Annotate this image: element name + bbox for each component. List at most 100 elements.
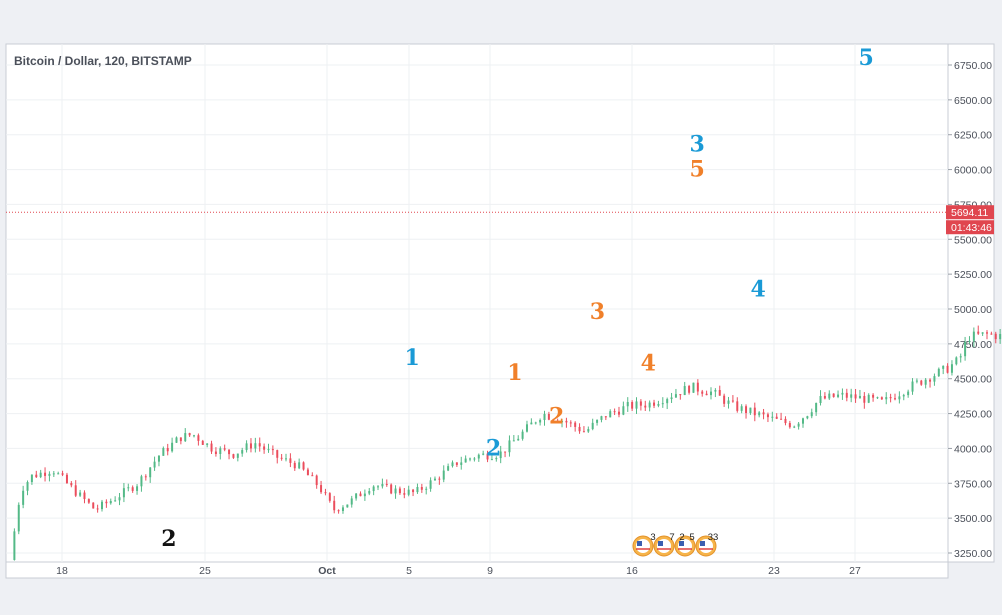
candle-body bbox=[933, 376, 936, 382]
candle-body bbox=[977, 331, 980, 334]
candle-body bbox=[876, 397, 879, 399]
candle-body bbox=[26, 482, 29, 491]
economic-event-badge[interactable] bbox=[632, 535, 654, 557]
candle-body bbox=[438, 478, 441, 480]
candle-body bbox=[346, 504, 349, 508]
candle-body bbox=[631, 402, 634, 409]
price-tick-label: 6750.00 bbox=[954, 60, 992, 72]
candle-body bbox=[512, 440, 515, 442]
price-axis-background[interactable] bbox=[947, 43, 995, 563]
candle-body bbox=[35, 474, 38, 478]
candle-body bbox=[775, 416, 778, 419]
candle-body bbox=[447, 466, 450, 471]
candle-body bbox=[359, 493, 362, 497]
economic-event-badge[interactable] bbox=[674, 535, 696, 557]
candle-body bbox=[193, 435, 196, 437]
candle-body bbox=[175, 437, 178, 443]
last-price-value: 5694.11 bbox=[951, 207, 988, 219]
candle-body bbox=[337, 510, 340, 512]
candle-body bbox=[241, 450, 244, 454]
time-axis: 18 25 Oct 5 9 16 23 27 bbox=[56, 565, 861, 577]
candle-body bbox=[657, 404, 660, 406]
candle-body bbox=[622, 406, 625, 415]
candle-body bbox=[451, 462, 454, 467]
candle-body bbox=[955, 357, 958, 365]
candle-body bbox=[394, 488, 397, 494]
candle-body bbox=[101, 501, 104, 510]
economic-event-badge[interactable] bbox=[653, 535, 675, 557]
candle-body bbox=[565, 420, 568, 423]
candle-body bbox=[433, 478, 436, 481]
candle-body bbox=[83, 492, 86, 500]
candle-body bbox=[442, 470, 445, 480]
candle-body bbox=[946, 365, 949, 373]
candle-body bbox=[587, 429, 590, 432]
candle-body bbox=[153, 461, 156, 468]
price-axis: 3250.00 3500.00 3750.00 4000.00 4250.00 4500.… bbox=[948, 60, 992, 560]
candle-body bbox=[228, 449, 231, 455]
candle-body bbox=[666, 399, 669, 404]
candle-body bbox=[889, 397, 892, 399]
candle-body bbox=[815, 403, 818, 413]
candle-body bbox=[582, 431, 585, 433]
candle-body bbox=[122, 488, 125, 498]
candle-body bbox=[140, 476, 143, 487]
price-tick-label: 5500.00 bbox=[954, 234, 992, 246]
candle-body bbox=[788, 423, 791, 428]
candle-body bbox=[131, 487, 134, 491]
candle-body bbox=[315, 475, 318, 486]
candle-body bbox=[223, 448, 226, 450]
candle-body bbox=[232, 454, 235, 458]
candle-body bbox=[517, 438, 520, 441]
candle-body bbox=[306, 469, 309, 476]
flag-canton bbox=[679, 541, 684, 546]
candle-body bbox=[70, 483, 73, 486]
candle-body bbox=[65, 474, 68, 484]
candle-body bbox=[806, 416, 809, 419]
event-count: 2 bbox=[679, 532, 684, 543]
candle-body bbox=[530, 422, 533, 425]
candle-body bbox=[280, 457, 283, 459]
price-tick-label: 4000.00 bbox=[954, 443, 992, 455]
price-tick-label: 6250.00 bbox=[954, 130, 992, 142]
candle-body bbox=[490, 459, 493, 461]
economic-event-badge[interactable] bbox=[695, 535, 717, 557]
candle-body bbox=[324, 492, 327, 494]
time-tick-label: 25 bbox=[199, 565, 211, 577]
candle-body bbox=[858, 395, 861, 399]
candle-body bbox=[911, 381, 914, 392]
price-tick-label: 4500.00 bbox=[954, 374, 992, 386]
time-tick-label: 16 bbox=[626, 565, 638, 577]
candle-body bbox=[341, 507, 344, 511]
candle-body bbox=[556, 420, 559, 423]
candle-body bbox=[968, 340, 971, 343]
candle-body bbox=[385, 483, 388, 485]
candle-body bbox=[688, 386, 691, 393]
candle-body bbox=[902, 395, 905, 397]
candle-body bbox=[578, 426, 581, 432]
candle-body bbox=[552, 419, 555, 421]
candle-body bbox=[381, 483, 384, 487]
candle-body bbox=[333, 500, 336, 511]
candle-body bbox=[736, 401, 739, 411]
candle-body bbox=[617, 411, 620, 415]
event-badges[interactable]: 3 7 2 5 33 bbox=[632, 532, 718, 557]
flag-canton bbox=[700, 541, 705, 546]
candle-body bbox=[596, 419, 599, 423]
candle-body bbox=[57, 473, 60, 475]
candle-body bbox=[372, 486, 375, 492]
candle-body bbox=[766, 414, 769, 418]
candle-body bbox=[22, 490, 25, 505]
candle-body bbox=[880, 397, 883, 400]
candle-body bbox=[893, 398, 896, 400]
candle-body bbox=[504, 451, 507, 453]
candle-body bbox=[136, 486, 139, 491]
candle-body bbox=[920, 380, 923, 385]
candle-body bbox=[118, 497, 121, 501]
time-axis-background[interactable] bbox=[5, 561, 949, 579]
candle-body bbox=[850, 394, 853, 398]
candle-body bbox=[999, 334, 1002, 340]
candle-body bbox=[184, 433, 187, 442]
candle-body bbox=[609, 411, 612, 418]
chart-background bbox=[5, 43, 949, 563]
